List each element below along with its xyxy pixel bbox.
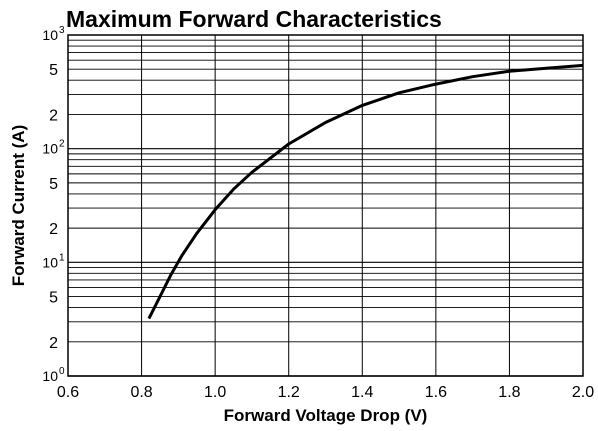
grid: [67, 35, 584, 377]
y-tick-exponent: 0: [59, 366, 65, 377]
y-tick-label: 5: [49, 290, 58, 307]
x-tick-label: 0.8: [130, 384, 152, 401]
x-tick-label: 1.8: [498, 384, 520, 401]
y-tick-label: 10: [42, 368, 58, 384]
x-tick-label: 1.2: [278, 384, 300, 401]
y-tick-label: 2: [49, 335, 58, 352]
chart-title: Maximum Forward Characteristics: [66, 6, 442, 32]
y-tick-exponent: 1: [59, 252, 65, 263]
x-tick-label: 1.6: [425, 384, 447, 401]
y-tick-exponent: 3: [59, 25, 65, 36]
y-axis-label: Forward Current (A): [9, 125, 28, 287]
y-tick-label: 10: [42, 141, 58, 157]
x-tick-label: 1.4: [351, 384, 373, 401]
y-tick-label: 10: [42, 254, 58, 270]
x-tick-label: 0.6: [57, 384, 79, 401]
series-line: [147, 63, 584, 320]
x-axis-label: Forward Voltage Drop (V): [224, 406, 428, 425]
series-group: [147, 63, 584, 320]
plot-frame: [67, 34, 584, 377]
x-axis-ticks: 0.6 0.8 1.0 1.2 1.4 1.6 1.8 2.0: [57, 384, 594, 401]
y-tick-label: 10: [42, 27, 58, 43]
y-tick-label: 5: [49, 176, 58, 193]
x-tick-label: 1.0: [204, 384, 226, 401]
y-tick-exponent: 2: [59, 139, 65, 150]
y-tick-label: 2: [49, 107, 58, 124]
y-tick-label: 2: [49, 221, 58, 238]
y-tick-label: 5: [49, 62, 58, 79]
x-tick-label: 2.0: [572, 384, 594, 401]
